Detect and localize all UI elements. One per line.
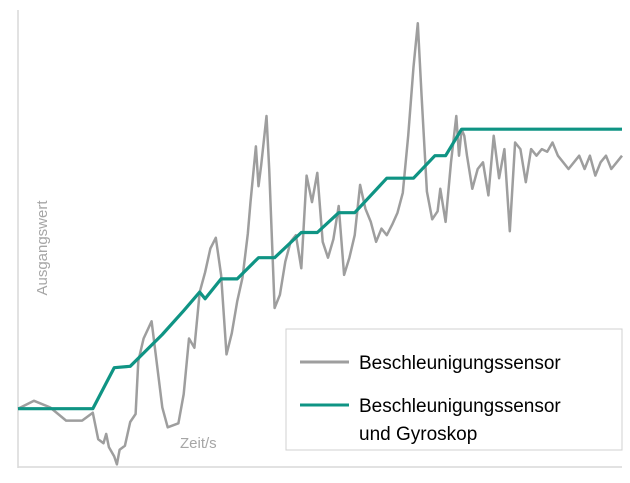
x-axis-label: Zeit/s	[180, 435, 217, 452]
legend-label-accel-gyro-line1: Beschleunigungssensor	[359, 396, 561, 417]
series-group	[17, 21, 623, 466]
series-line-accel	[17, 21, 623, 466]
legend-label-accel-gyro-line2: und Gyroskop	[359, 424, 477, 445]
legend-box	[285, 328, 623, 451]
y-axis-label: Ausgangswert	[34, 200, 51, 296]
legend: Beschleunigungssensor Beschleunigungssen…	[285, 328, 623, 451]
legend-label-accel: Beschleunigungssensor	[359, 353, 561, 374]
series-line-accel-gyro	[18, 127, 622, 411]
